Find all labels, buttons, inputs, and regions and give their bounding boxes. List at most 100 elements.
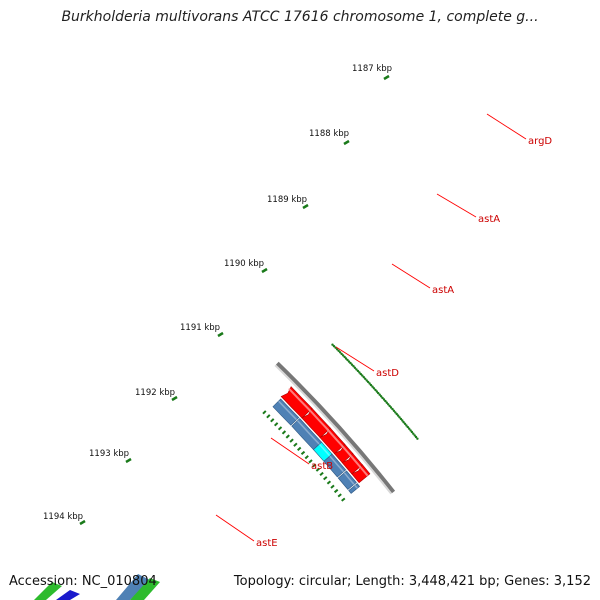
tick-dot <box>361 374 364 377</box>
inner-tick-mark <box>297 446 302 451</box>
tick-dot <box>413 434 416 437</box>
accession-text: Accession: NC_010804 <box>9 574 157 589</box>
tick-dot <box>364 377 367 380</box>
tick-dot <box>352 365 355 368</box>
reverse-cds-highlight <box>329 455 345 473</box>
tick-dot <box>335 348 339 351</box>
tick-dot <box>405 424 408 427</box>
tick-dot <box>388 404 391 408</box>
inner-tick-mark <box>330 484 335 489</box>
forward-cds-arrow <box>280 386 313 419</box>
forward-cds-arrow <box>341 452 363 475</box>
tick-dot <box>362 376 365 379</box>
gene-leader-line <box>335 346 375 372</box>
tick-dot <box>356 369 360 373</box>
tick-dot <box>358 371 361 374</box>
kbp-major-tick <box>343 139 350 146</box>
forward-cds-arrow <box>319 427 346 455</box>
tick-dot <box>379 395 383 398</box>
tick-dot <box>374 388 377 392</box>
inner-tick-mark <box>315 467 321 472</box>
tick-dot <box>387 403 390 406</box>
forward-cds-arrow <box>333 443 354 464</box>
tick-dot <box>377 391 380 395</box>
inner-tick-mark <box>270 418 275 423</box>
tick-dot <box>366 380 370 384</box>
tick-dot <box>381 396 384 400</box>
reverse-cds-highlight <box>278 400 298 421</box>
tick-dot <box>349 361 352 365</box>
tick-dot <box>396 414 400 417</box>
kbp-tick-label: 1187 kbp <box>352 64 392 74</box>
inner-tick-mark <box>326 480 332 485</box>
kbp-major-tick <box>217 331 224 338</box>
kbp-tick-label: 1192 kbp <box>135 388 175 398</box>
edge-feature-green <box>34 582 62 600</box>
forward-cds-arrow <box>301 407 331 439</box>
edge-feature-blue <box>56 590 80 600</box>
tick-dot <box>382 398 386 401</box>
inner-tick-mark <box>274 422 279 427</box>
kbp-tick-label: 1194 kbp <box>43 512 83 522</box>
tick-dot <box>343 355 346 359</box>
reverse-strand-layer <box>272 398 361 494</box>
tick-dot <box>399 417 403 421</box>
tick-dot <box>355 368 358 371</box>
tick-dot <box>344 357 348 360</box>
kbp-tick-label: 1190 kbp <box>224 259 264 269</box>
tick-dot <box>337 349 340 352</box>
tick-dot <box>368 382 371 385</box>
backbone-layer <box>274 361 396 495</box>
kbp-tick-label: 1193 kbp <box>89 449 129 459</box>
inner-tick-mark <box>277 426 283 431</box>
tick-dot <box>346 358 349 362</box>
gene-label: astA <box>478 214 500 225</box>
tick-dot <box>365 379 368 382</box>
inner-tick-mark <box>341 497 346 502</box>
tick-dot <box>371 385 374 388</box>
tick-dot <box>385 401 388 404</box>
tick-layer: 1187 kbp 1188 kbp 1189 kbp 1190 kbp 1191 kbp… <box>34 64 419 600</box>
tick-dot <box>392 409 396 412</box>
tick-dot <box>398 416 401 419</box>
tick-dot <box>409 429 412 432</box>
tick-dot <box>391 407 394 411</box>
tick-dot <box>410 430 414 434</box>
gene-label: astE <box>256 538 278 549</box>
tick-dot <box>341 354 345 357</box>
reverse-cds-block <box>348 483 361 494</box>
inner-tick-mark <box>300 450 306 456</box>
kbp-major-tick <box>383 74 390 81</box>
tick-dot <box>416 437 419 440</box>
tick-dot <box>372 387 376 390</box>
kbp-tick-label: 1191 kbp <box>180 323 220 333</box>
tick-dot <box>401 419 404 422</box>
tick-dot <box>340 352 343 356</box>
gene-label: astB <box>311 461 333 472</box>
gene-leader-line <box>486 113 527 140</box>
backbone-inner-line <box>274 364 392 495</box>
inner-tick-mark <box>319 471 324 477</box>
backbone-outer-line <box>275 361 396 494</box>
tick-dot <box>378 393 381 396</box>
tick-dot <box>408 427 411 430</box>
edge-feature-green-2 <box>130 578 160 600</box>
kbp-tick-label: 1189 kbp <box>267 195 307 205</box>
edge-feature-steel <box>116 574 150 600</box>
inner-tick-mark <box>304 455 309 460</box>
inner-tick-mark <box>333 488 339 494</box>
tick-dot <box>412 432 415 435</box>
tick-dot <box>338 351 342 354</box>
gene-label: astD <box>376 368 399 379</box>
gene-leader-line <box>215 514 255 542</box>
reverse-cds-highlight <box>343 472 355 485</box>
kbp-major-tick <box>171 395 178 402</box>
gene-label: argD <box>528 136 552 147</box>
tick-dot <box>402 421 405 424</box>
inner-tick-mark <box>293 442 298 447</box>
tick-dot <box>403 422 407 425</box>
reverse-cds-block <box>272 398 300 426</box>
gene-label: astA <box>432 285 454 296</box>
tick-dot <box>347 360 351 363</box>
